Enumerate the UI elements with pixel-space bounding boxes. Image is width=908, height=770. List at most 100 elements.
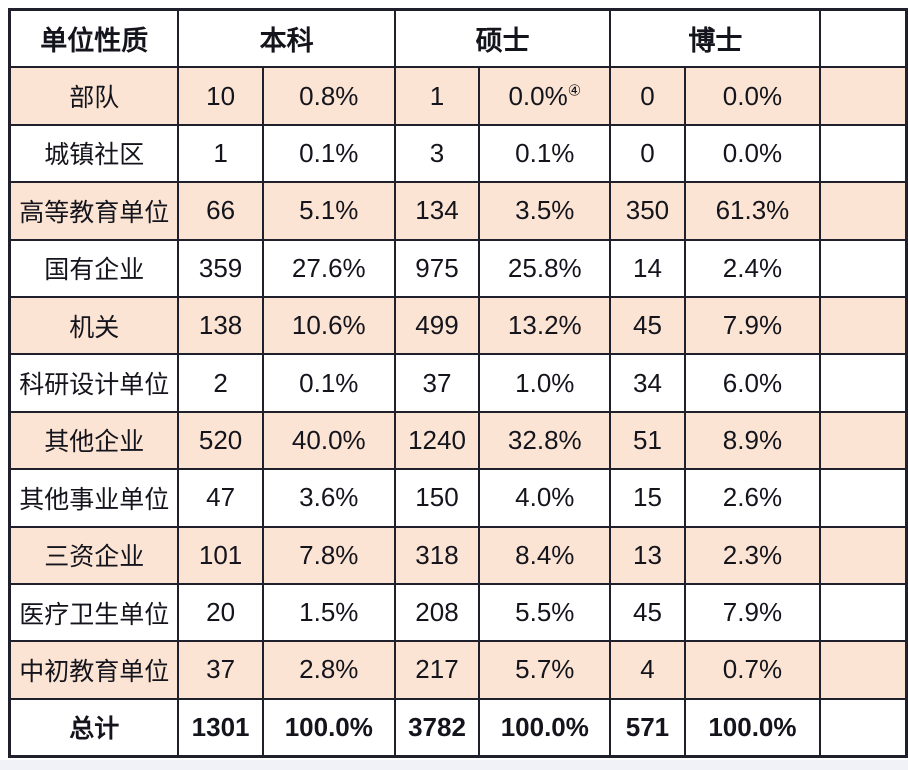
cell-value: 5.1% bbox=[261, 181, 396, 241]
cell-value: 1.5% bbox=[261, 582, 396, 643]
cell-value: 1.0% bbox=[478, 353, 612, 413]
cell-value: 1301 bbox=[177, 697, 264, 758]
cell-value: 0.8% bbox=[261, 66, 396, 126]
row-label: 其他事业单位 bbox=[8, 468, 180, 528]
cell-value: 34 bbox=[609, 353, 686, 413]
row-label: 医疗卫生单位 bbox=[8, 582, 180, 643]
cell-value: 40.0% bbox=[261, 410, 396, 471]
cell-value: 10.6% bbox=[261, 295, 396, 356]
cell-value: 1 bbox=[177, 123, 264, 184]
cell-value: 4.0% bbox=[478, 468, 612, 528]
cell-value: 15 bbox=[609, 468, 686, 528]
row-label: 其他企业 bbox=[8, 410, 180, 471]
cell-value: 101 bbox=[177, 525, 264, 585]
cell-value: 5.5% bbox=[478, 582, 612, 643]
cell-value: 2.6% bbox=[683, 468, 822, 528]
cell-value: 7.9% bbox=[683, 295, 822, 356]
cell-value: 3782 bbox=[393, 697, 481, 758]
cell-value: 2.4% bbox=[683, 238, 822, 298]
column-header-master: 硕士 bbox=[393, 8, 612, 69]
cropped-cell bbox=[819, 697, 908, 758]
table-row: 高等教育单位 66 5.1% 134 3.5% 350 61.3% bbox=[8, 181, 908, 241]
cell-value: 45 bbox=[609, 295, 686, 356]
cell-value: 0.7% bbox=[683, 640, 822, 700]
row-label: 国有企业 bbox=[8, 238, 180, 298]
cell-value: 0 bbox=[609, 123, 686, 184]
cell-value: 47 bbox=[177, 468, 264, 528]
cell-value: 350 bbox=[609, 181, 686, 241]
cell-value: 13 bbox=[609, 525, 686, 585]
cell-value: 8.4% bbox=[478, 525, 612, 585]
cell-value: 13.2% bbox=[478, 295, 612, 356]
cell-value: 3.5% bbox=[478, 181, 612, 241]
cell-value: 8.9% bbox=[683, 410, 822, 471]
total-row: 总计 1301 100.0% 3782 100.0% 571 100.0% bbox=[8, 697, 908, 758]
cropped-cell bbox=[819, 640, 908, 700]
cropped-cell bbox=[819, 66, 908, 126]
table-row: 中初教育单位 37 2.8% 217 5.7% 4 0.7% bbox=[8, 640, 908, 700]
cell-value: 27.6% bbox=[261, 238, 396, 298]
table-row: 部队 10 0.8% 1 0.0%④ 0 0.0% bbox=[8, 66, 908, 126]
cell-value: 0.0%④ bbox=[478, 66, 612, 126]
table-row: 其他企业 520 40.0% 1240 32.8% 51 8.9% bbox=[8, 410, 908, 471]
cropped-cell bbox=[819, 295, 908, 356]
cell-value: 2.8% bbox=[261, 640, 396, 700]
cell-value: 520 bbox=[177, 410, 264, 471]
cropped-cell bbox=[819, 582, 908, 643]
statistics-table-wrap: 单位性质 本科 硕士 博士 部队 10 0.8% 1 0.0%④ 0 0.0% … bbox=[8, 8, 908, 759]
cell-value: 6.0% bbox=[683, 353, 822, 413]
cell-value: 318 bbox=[393, 525, 481, 585]
cell-value: 499 bbox=[393, 295, 481, 356]
cropped-cell bbox=[819, 353, 908, 413]
cell-value: 359 bbox=[177, 238, 264, 298]
cropped-cell bbox=[819, 181, 908, 241]
table-row: 城镇社区 1 0.1% 3 0.1% 0 0.0% bbox=[8, 123, 908, 184]
cell-value: 571 bbox=[609, 697, 686, 758]
cell-value: 150 bbox=[393, 468, 481, 528]
cropped-cell bbox=[819, 525, 908, 585]
cell-value: 37 bbox=[177, 640, 264, 700]
cell-value: 7.8% bbox=[261, 525, 396, 585]
column-header-bachelor: 本科 bbox=[177, 8, 396, 69]
table-row: 科研设计单位 2 0.1% 37 1.0% 34 6.0% bbox=[8, 353, 908, 413]
table-row: 国有企业 359 27.6% 975 25.8% 14 2.4% bbox=[8, 238, 908, 298]
row-label: 城镇社区 bbox=[8, 123, 180, 184]
cell-value: 10 bbox=[177, 66, 264, 126]
cell-value: 0.1% bbox=[478, 123, 612, 184]
cell-value: 134 bbox=[393, 181, 481, 241]
cell-value: 217 bbox=[393, 640, 481, 700]
cell-value: 3 bbox=[393, 123, 481, 184]
cell-value: 14 bbox=[609, 238, 686, 298]
cropped-cell bbox=[819, 410, 908, 471]
cell-value: 0 bbox=[609, 66, 686, 126]
cropped-cell bbox=[819, 123, 908, 184]
row-label: 中初教育单位 bbox=[8, 640, 180, 700]
cell-value: 100.0% bbox=[683, 697, 822, 758]
cell-value: 61.3% bbox=[683, 181, 822, 241]
cell-value: 4 bbox=[609, 640, 686, 700]
cell-value: 1 bbox=[393, 66, 481, 126]
cell-value: 3.6% bbox=[261, 468, 396, 528]
table-row: 其他事业单位 47 3.6% 150 4.0% 15 2.6% bbox=[8, 468, 908, 528]
column-header-doctor: 博士 bbox=[609, 8, 822, 69]
cell-value: 45 bbox=[609, 582, 686, 643]
cell-value: 5.7% bbox=[478, 640, 612, 700]
cell-value: 25.8% bbox=[478, 238, 612, 298]
row-label: 科研设计单位 bbox=[8, 353, 180, 413]
cell-value: 32.8% bbox=[478, 410, 612, 471]
row-label: 高等教育单位 bbox=[8, 181, 180, 241]
bottom-margin-strip bbox=[0, 760, 908, 770]
cropped-cell bbox=[819, 238, 908, 298]
cell-value: 2 bbox=[177, 353, 264, 413]
cell-value: 0.0% bbox=[683, 123, 822, 184]
cropped-header-cell bbox=[819, 8, 908, 69]
row-label: 部队 bbox=[8, 66, 180, 126]
cell-value: 1240 bbox=[393, 410, 481, 471]
column-header-unit-type: 单位性质 bbox=[8, 8, 180, 69]
header-row: 单位性质 本科 硕士 博士 bbox=[8, 8, 908, 69]
cell-value: 66 bbox=[177, 181, 264, 241]
cell-value: 0.1% bbox=[261, 123, 396, 184]
row-label: 三资企业 bbox=[8, 525, 180, 585]
cell-text: 0.0% bbox=[508, 80, 568, 111]
